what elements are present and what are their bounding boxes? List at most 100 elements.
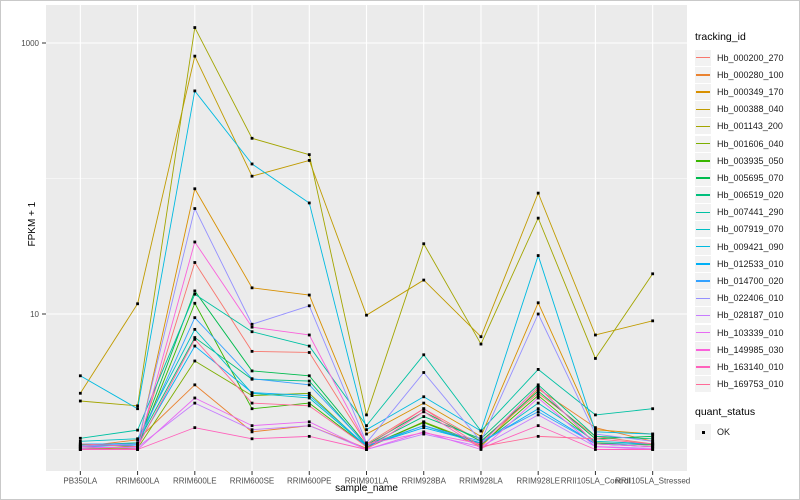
legend-key-line-icon <box>695 152 711 169</box>
data-point <box>307 153 311 157</box>
data-point <box>536 312 540 316</box>
legend-key-line-icon <box>695 83 711 100</box>
data-point <box>651 434 655 438</box>
data-point <box>307 351 311 354</box>
data-point <box>250 407 254 411</box>
legend-color-line-icon <box>696 297 710 299</box>
data-point <box>307 293 311 297</box>
data-point <box>536 413 540 417</box>
legend-color-line-icon <box>696 331 710 334</box>
legend-label: Hb_000388_040 <box>717 104 784 115</box>
x-tick-label: RRIM600LE <box>173 477 217 486</box>
legend-item-Hb_001143_200: Hb_001143_200 <box>695 118 799 135</box>
data-point <box>78 374 82 378</box>
legend-color-line-icon <box>696 211 710 214</box>
data-point <box>536 385 540 389</box>
data-point <box>307 201 311 205</box>
data-point <box>422 407 426 411</box>
legend-color-line-icon <box>696 56 710 59</box>
data-point <box>479 445 483 449</box>
legend-label: Hb_009421_090 <box>717 241 784 252</box>
data-point <box>365 424 368 428</box>
legend-label: Hb_003935_050 <box>717 155 784 166</box>
data-point <box>250 322 254 326</box>
data-point <box>78 391 82 395</box>
data-point <box>250 428 254 432</box>
data-point <box>651 432 655 436</box>
y-tick-label: 10 <box>30 310 39 319</box>
legend-item-Hb_014700_020: Hb_014700_020 <box>695 272 799 290</box>
data-point <box>594 442 597 446</box>
data-point <box>651 319 655 323</box>
data-point <box>365 445 368 449</box>
data-point <box>307 424 311 428</box>
data-point <box>136 302 139 306</box>
data-point <box>651 442 655 446</box>
data-point <box>422 431 426 435</box>
data-point <box>193 26 197 29</box>
data-point <box>193 316 197 320</box>
legend-color-line-icon <box>696 314 710 317</box>
data-point <box>365 428 368 432</box>
data-point <box>307 374 311 378</box>
data-point <box>594 434 597 438</box>
data-point <box>422 424 426 428</box>
data-point <box>422 421 426 424</box>
data-point <box>193 292 197 296</box>
data-point <box>193 396 197 400</box>
data-point <box>536 216 540 220</box>
legend-color-line-icon <box>696 160 710 162</box>
data-point <box>78 448 82 451</box>
legend-label: Hb_006519_020 <box>717 190 784 201</box>
data-point <box>422 395 426 399</box>
data-point <box>193 89 197 93</box>
legend-item-Hb_006519_020: Hb_006519_020 <box>695 187 799 204</box>
legend-key-line-icon <box>695 187 711 204</box>
data-point <box>422 371 426 374</box>
data-point <box>594 448 597 451</box>
data-point <box>479 437 483 441</box>
data-point <box>250 401 254 405</box>
legend-item-Hb_001606_040: Hb_001606_040 <box>695 135 799 152</box>
data-point <box>536 401 540 405</box>
data-point <box>422 353 426 357</box>
legend-item-ok: OK <box>695 424 799 441</box>
data-point <box>536 424 540 428</box>
data-point <box>594 357 597 360</box>
data-point <box>193 327 197 331</box>
legend-key-line-icon <box>695 49 711 66</box>
data-point <box>307 379 311 383</box>
legend-label: Hb_163140_010 <box>717 361 784 372</box>
legend-key-line-icon <box>695 118 711 135</box>
data-point <box>250 394 254 397</box>
data-point <box>651 272 655 276</box>
legend-label: Hb_001606_040 <box>717 138 784 149</box>
data-point <box>536 391 540 395</box>
x-tick-label: PB350LA <box>63 477 97 486</box>
y-tick-label: 1000 <box>21 39 39 48</box>
legend-color-line-icon <box>696 383 710 385</box>
data-point <box>193 289 197 293</box>
data-point <box>250 349 254 353</box>
legend-color-line-icon <box>696 349 710 351</box>
y-axis-title: FPKM + 1 <box>26 201 38 247</box>
legend-title-quant-status: quant_status <box>695 405 756 418</box>
legend-label: Hb_014700_020 <box>717 276 784 287</box>
data-point <box>193 359 197 363</box>
x-tick-label: RRIM928LA <box>459 477 503 486</box>
data-point <box>250 330 254 334</box>
data-point <box>193 187 197 191</box>
data-point <box>78 399 82 403</box>
data-point <box>536 301 540 305</box>
data-point <box>250 162 254 166</box>
data-point <box>479 429 483 433</box>
legend-item-Hb_103339_010: Hb_103339_010 <box>695 324 799 341</box>
legend-color-line-icon <box>696 108 710 110</box>
legend-item-Hb_005695_070: Hb_005695_070 <box>695 169 799 186</box>
data-point <box>536 410 540 414</box>
legend-item-Hb_028187_010: Hb_028187_010 <box>695 307 799 324</box>
data-point <box>136 448 139 451</box>
data-point <box>422 401 426 405</box>
data-point <box>136 428 139 432</box>
